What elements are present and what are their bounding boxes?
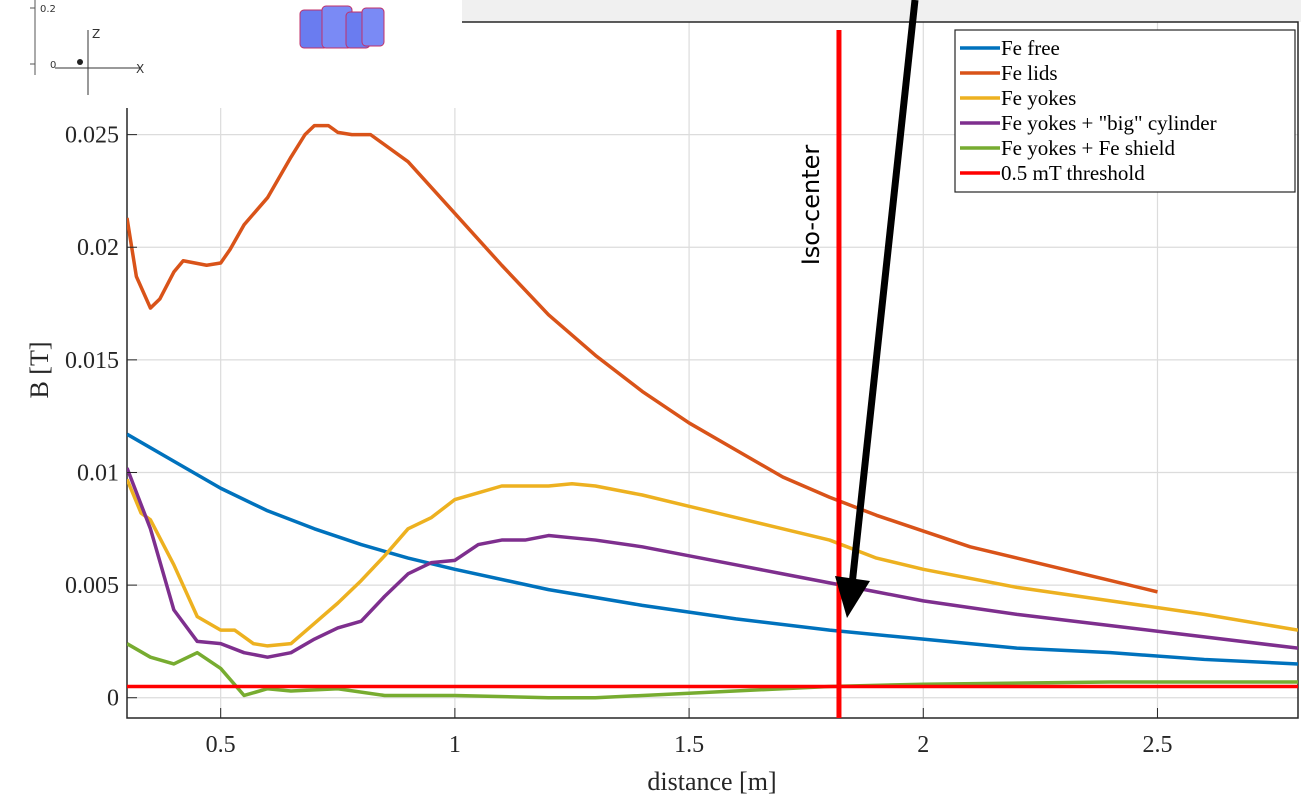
inset-label: Z — [92, 27, 100, 41]
x-tick-label: 1 — [449, 732, 461, 758]
chart: 0.5 1 1.5 2 2.5 0 0.005 0.01 0.015 0.02 0.025 dist… — [0, 0, 1301, 806]
legend-label: Fe lids — [1001, 61, 1058, 85]
object-block — [362, 8, 384, 46]
y-tick-label: 0.02 — [77, 235, 119, 261]
inset-label: X — [136, 62, 144, 76]
x-axis-label: distance [m] — [647, 767, 776, 796]
inset-origin — [77, 59, 83, 65]
y-tick-label: 0.005 — [65, 573, 119, 599]
y-tick-label: 0.025 — [65, 123, 119, 149]
y-tick-label: 0 — [107, 686, 119, 712]
y-tick-label: 0.015 — [65, 348, 119, 374]
annotation-label: Iso-center — [797, 145, 825, 266]
inset-object — [300, 6, 384, 48]
inset-label: 0 — [50, 60, 56, 71]
legend-label: Fe free — [1001, 36, 1060, 60]
y-tick-label: 0.01 — [77, 460, 119, 486]
x-tick-label: 1.5 — [674, 732, 704, 758]
inset-panel — [0, 0, 462, 108]
legend-label: Fe yokes + "big" cylinder — [1001, 111, 1217, 135]
y-axis-label: B [T] — [25, 341, 54, 398]
x-tick-label: 2 — [917, 732, 929, 758]
inset-label: 0.2 — [40, 4, 56, 15]
x-tick-label: 0.5 — [206, 732, 236, 758]
legend-label: Fe yokes + Fe shield — [1001, 136, 1175, 160]
x-tick-label: 2.5 — [1142, 732, 1172, 758]
legend-label: 0.5 mT threshold — [1001, 161, 1145, 185]
legend-label: Fe yokes — [1001, 86, 1076, 110]
